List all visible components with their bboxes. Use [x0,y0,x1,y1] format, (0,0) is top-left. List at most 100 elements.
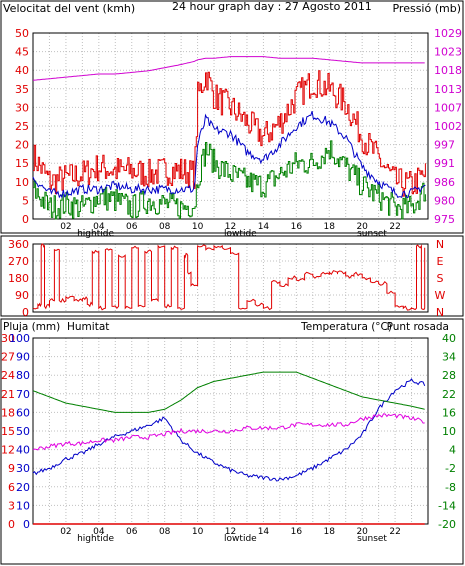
wind-tick-label: 30 [15,101,29,114]
x-tick-label: 04 [93,527,105,537]
panel-1-frame [0,0,464,234]
rain-axis-label: Pluja (mm) [3,321,60,333]
compass-label: E [437,255,444,268]
panel-1-plot-border [32,32,429,220]
humidity-tick-label: 20 [16,481,30,494]
direction-tick-label: 90 [15,289,29,302]
pressure-tick-label: 1018 [434,64,462,77]
pressure-line [32,56,425,81]
wind-tick-label: 50 [15,27,29,40]
x-event-label: lowtide [224,229,257,239]
humidity-tick-label: 90 [16,351,30,364]
compass-label: S [437,272,444,285]
wind-tick-label: 35 [15,83,29,96]
x-event-label: hightide [77,534,114,544]
x-tick-label: 14 [258,222,270,232]
temperature-tick-label: 28 [442,369,456,382]
wind-direction-line [32,243,426,311]
x-tick-label: 22 [389,527,400,537]
pressure-axis-label: Pressió (mb) [392,2,461,15]
temperature-axis-label: Temperatura (°C) [300,321,392,333]
compass-label: W [435,289,446,302]
x-tick-label: 08 [159,222,171,232]
x-tick-label: 02 [60,222,71,232]
panel-2-frame [0,235,464,317]
wind-avg-line [32,111,426,199]
direction-tick-label: 270 [8,255,29,268]
humidity-tick-label: 70 [16,388,30,401]
x-tick-label: 10 [192,527,204,537]
direction-tick-label: 0 [22,306,29,319]
x-tick-label: 18 [324,222,336,232]
humidity-tick-label: 80 [16,369,30,382]
wind-tick-label: 25 [15,120,29,133]
x-event-label: lowtide [224,534,257,544]
humidity-tick-label: 40 [16,444,30,457]
humidity-tick-label: 100 [9,332,30,345]
chart-title: 24 hour graph day : 27 Agosto 2011 [172,0,372,13]
x-tick-label: 02 [60,527,71,537]
x-tick-label: 20 [356,527,368,537]
temperature-tick-label: 10 [442,425,456,438]
dewpoint-axis-label: Punt rosada [387,321,449,333]
pressure-tick-label: 980 [434,194,455,207]
x-tick-label: 16 [291,527,303,537]
x-tick-label: 10 [192,222,204,232]
pressure-tick-label: 1007 [434,101,462,114]
pressure-tick-label: 991 [434,157,455,170]
wind-tick-label: 5 [22,194,29,207]
pressure-tick-label: 1002 [434,120,462,133]
humidity-tick-label: 10 [16,499,30,512]
wind-tick-label: 40 [15,64,29,77]
x-tick-label: 06 [126,527,138,537]
wind-tick-label: 20 [15,139,29,152]
humidity-tick-label: 30 [16,462,30,475]
pressure-tick-label: 975 [434,213,455,226]
wind-tick-label: 15 [15,157,29,170]
compass-label: N [436,238,444,251]
humidity-tick-label: 60 [16,406,30,419]
compass-label: N [436,306,444,319]
wind-tick-label: 10 [15,176,29,189]
temperature-tick-label: 34 [442,351,456,364]
x-tick-label: 14 [258,527,270,537]
x-tick-label: 18 [324,527,336,537]
temperature-tick-label: 16 [442,406,456,419]
temperature-line [32,371,425,413]
temperature-tick-label: -14 [438,499,456,512]
panel-3-frame [0,318,464,565]
temperature-tick-label: 40 [442,332,456,345]
rain-tick-label: 12 [1,444,15,457]
rain-tick-label: 0 [8,518,15,531]
x-event-label: sunset [357,229,387,239]
rain-tick-label: 24 [1,369,15,382]
rain-tick-label: 18 [1,406,15,419]
panel-2-plot-border [32,243,429,313]
pressure-tick-label: 997 [434,139,455,152]
humidity-tick-label: 0 [23,518,30,531]
rain-tick-label: 3 [8,499,15,512]
x-tick-label: 22 [389,222,400,232]
dewpoint-line [32,413,425,451]
pressure-tick-label: 1029 [434,27,462,40]
pressure-tick-label: 986 [434,176,455,189]
humidity-tick-label: 50 [16,425,30,438]
pressure-tick-label: 1013 [434,83,462,96]
x-tick-label: 06 [126,222,138,232]
rain-tick-label: 27 [1,351,15,364]
direction-tick-label: 360 [8,238,29,251]
rain-tick-label: 21 [1,388,15,401]
temperature-tick-label: 22 [442,388,456,401]
x-tick-label: 20 [356,222,368,232]
rain-tick-label: 15 [1,425,15,438]
wind-min-line [33,140,426,220]
rain-tick-label: 9 [8,462,15,475]
temperature-tick-label: 4 [449,444,456,457]
x-tick-label: 16 [291,222,303,232]
x-event-label: hightide [77,229,114,239]
x-tick-label: 08 [159,527,171,537]
wind-tick-label: 45 [15,46,29,59]
